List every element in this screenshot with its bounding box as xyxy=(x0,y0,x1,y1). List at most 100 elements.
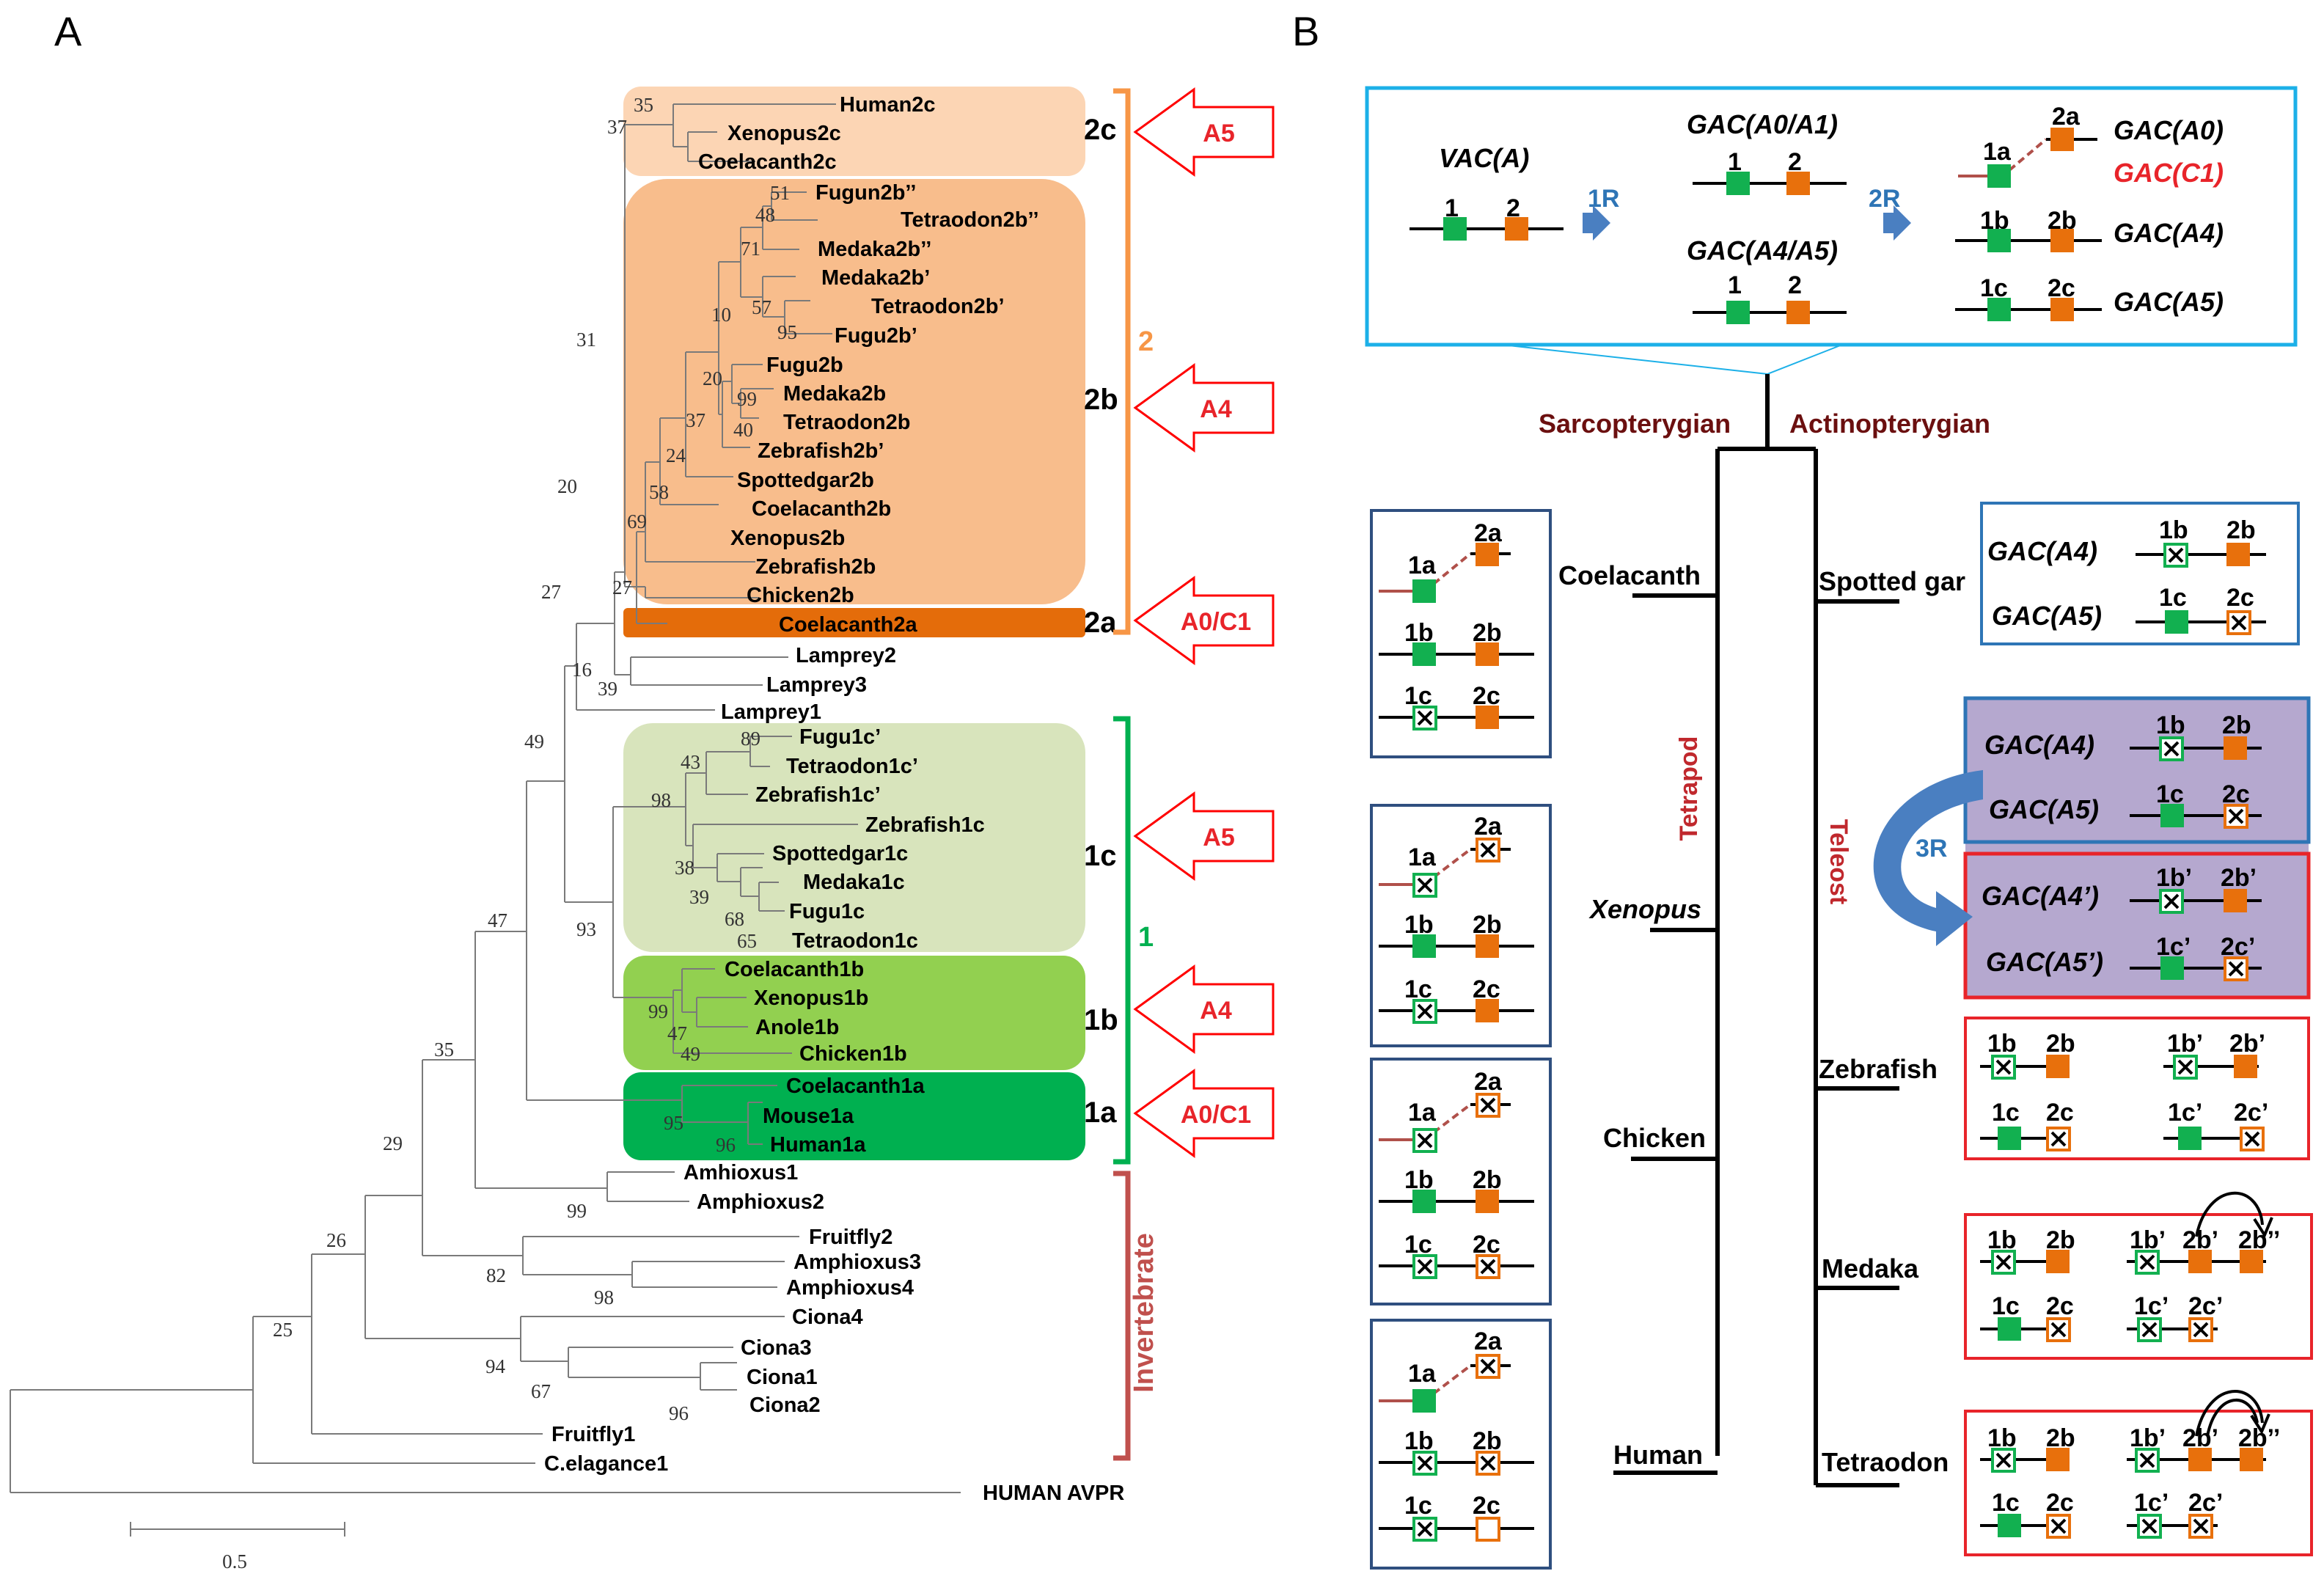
gene-label: 2b’’ xyxy=(2238,1424,2280,1452)
bootstrap-value: 51 xyxy=(770,182,790,204)
bootstrap-value: 35 xyxy=(634,94,653,116)
gene-label: 2c xyxy=(2226,584,2254,612)
leaf-label: Human2c xyxy=(840,93,936,117)
clade-box-2c xyxy=(623,87,1085,176)
leaf-label: Zebrafish2b xyxy=(755,555,876,579)
chicken-gene-box: 2a 1a 1b 2b 1c 2c xyxy=(1370,1058,1552,1305)
tetraodon-gene-box: 1b 2b 1b’ 2b’ 2b’’ 1c 2c 1c’ 2c’ xyxy=(1964,1390,2313,1556)
bootstrap-value: 82 xyxy=(486,1264,506,1286)
gene-label: 1c’ xyxy=(2134,1489,2169,1517)
leaf-label: Coelacanth2b xyxy=(752,497,891,521)
leaf-label: Medaka1c xyxy=(803,871,905,894)
species-spotted-gar: Spotted gar xyxy=(1819,566,1965,596)
gene-box-green xyxy=(1726,301,1750,324)
invertebrate-bracket xyxy=(1113,1171,1131,1461)
leaf-label: HUMAN AVPR xyxy=(983,1482,1124,1505)
gac-a4a5-label: GAC(A4/A5) xyxy=(1687,235,1838,266)
curved-3r-arrow-icon xyxy=(1873,770,1983,946)
gene-label: 1a xyxy=(1408,1099,1437,1127)
bootstrap-value: 89 xyxy=(741,728,760,750)
species-human: Human xyxy=(1613,1440,1703,1470)
gene-label: 1b xyxy=(1987,1226,2017,1254)
gene-label: 1c’ xyxy=(2168,1099,2202,1127)
leaf-label: Fruitfly2 xyxy=(809,1226,892,1249)
leaf-label: Amhioxus1 xyxy=(683,1161,798,1184)
scale-bar xyxy=(130,1522,345,1537)
bootstrap-value: 49 xyxy=(681,1043,700,1065)
panel-a-letter: A xyxy=(54,8,82,54)
bootstrap-value: 99 xyxy=(567,1200,587,1222)
medaka-gene-box: 1b 2b 1b’ 2b’ 2b’’ 1c 2c 1c’ 2c’ xyxy=(1964,1191,2313,1360)
gene-label: 2c xyxy=(2048,274,2075,302)
leaf-label: Tetraodon2b’’ xyxy=(901,208,1039,232)
bootstrap-value: 43 xyxy=(681,751,700,773)
bootstrap-value: 69 xyxy=(627,510,647,532)
scale-bar-label: 0.5 xyxy=(222,1550,247,1572)
group-1-label: 1 xyxy=(1138,922,1154,953)
bootstrap-value: 31 xyxy=(576,329,596,351)
leaf-label: Medaka2b’’ xyxy=(818,238,931,261)
invertebrate-label: Invertebrate xyxy=(1129,1233,1159,1393)
gene-label: 1a xyxy=(1408,843,1437,871)
bootstrap-value: 10 xyxy=(711,304,731,326)
teleost-a4-label: GAC(A4) xyxy=(1984,730,2094,760)
gene-box-green xyxy=(1443,217,1467,241)
gene-label: 2c xyxy=(2046,1489,2074,1517)
leaf-label: Ciona4 xyxy=(792,1305,863,1329)
zebrafish-gene-box: 1b 2b 1b’ 2b’ 1c 2c 1c’ 2c’ xyxy=(1964,1017,2310,1160)
gene-box-orange xyxy=(2050,128,2074,151)
leaf-label: Ciona3 xyxy=(741,1336,812,1360)
gac-c1-label: GAC(C1) xyxy=(2114,158,2224,188)
leaf-label: Xenopus1b xyxy=(754,986,868,1010)
bootstrap-value: 98 xyxy=(594,1286,614,1308)
gene-label: 1c xyxy=(1404,975,1432,1003)
bootstrap-value: 98 xyxy=(651,789,671,811)
bootstrap-value: 96 xyxy=(716,1134,736,1156)
gene-box-orange xyxy=(1786,172,1810,195)
sarcopterygian-label: Sarcopterygian xyxy=(1539,409,1731,439)
bootstrap-value: 35 xyxy=(434,1039,454,1061)
leaf-label: Fruitfly1 xyxy=(551,1423,635,1446)
gene-label: 2 xyxy=(1506,194,1520,222)
panel-a-phylogenetic-tree: A xyxy=(10,8,1275,1572)
bootstrap-value: 20 xyxy=(703,367,722,389)
human-gene-box: 2a 1a 1b 2b 1c 2c xyxy=(1370,1319,1552,1570)
subgroup-label-2a: 2a xyxy=(1084,607,1117,639)
gene-label: 1c xyxy=(2156,780,2184,808)
bootstrap-value: 49 xyxy=(524,730,544,752)
arrow-a4-group2 xyxy=(1133,363,1275,453)
leaf-label: Coelacanth2a xyxy=(779,613,917,637)
gene-label: 1c xyxy=(1992,1489,2020,1517)
group-2-bracket xyxy=(1113,88,1131,635)
subgroup-label-2b: 2b xyxy=(1084,384,1118,416)
gene-box-orange xyxy=(2050,229,2074,252)
leaf-label: Tetraodon2b’ xyxy=(871,295,1005,318)
gene-box-green xyxy=(1987,298,2011,321)
duplication-arc-icon xyxy=(2195,1390,2264,1437)
leaf-label: Spottedgar1c xyxy=(772,842,908,865)
gene-label: 2c xyxy=(2222,780,2250,808)
clade-box-2b xyxy=(623,179,1085,604)
gene-label: 2c xyxy=(1473,975,1500,1003)
bootstrap-value: 47 xyxy=(488,909,507,931)
gene-label: 1b xyxy=(1987,1424,2017,1452)
leaf-label: Lamprey2 xyxy=(796,644,896,667)
coelacanth-gene-box: 2a 1a 1b 2b 1c 2c xyxy=(1370,509,1552,758)
gac-a5-label: GAC(A5) xyxy=(2114,287,2224,317)
bootstrap-value: 16 xyxy=(572,659,592,681)
leaf-label: Xenopus2c xyxy=(727,122,841,145)
gene-label: 2b xyxy=(2222,711,2251,739)
box-connector xyxy=(1501,344,1843,376)
gene-label: 2a xyxy=(1474,1328,1503,1355)
gene-label: 2c’ xyxy=(2221,933,2255,961)
clade-box-2a xyxy=(623,608,1085,637)
leaf-label: Amphioxus3 xyxy=(793,1250,921,1274)
bootstrap-value: 37 xyxy=(686,409,705,431)
bootstrap-value: 40 xyxy=(733,419,753,441)
group-2-label: 2 xyxy=(1138,326,1154,357)
leaf-label: Tetraodon1c xyxy=(792,929,918,953)
tree-leaf-labels: Human2c Xenopus2c Coelacanth2c Fugun2b’’… xyxy=(544,93,1124,1505)
panel-b-letter: B xyxy=(1292,8,1319,54)
gene-label: 2b xyxy=(1473,1427,1502,1455)
gene-label: 2a xyxy=(2052,103,2081,131)
